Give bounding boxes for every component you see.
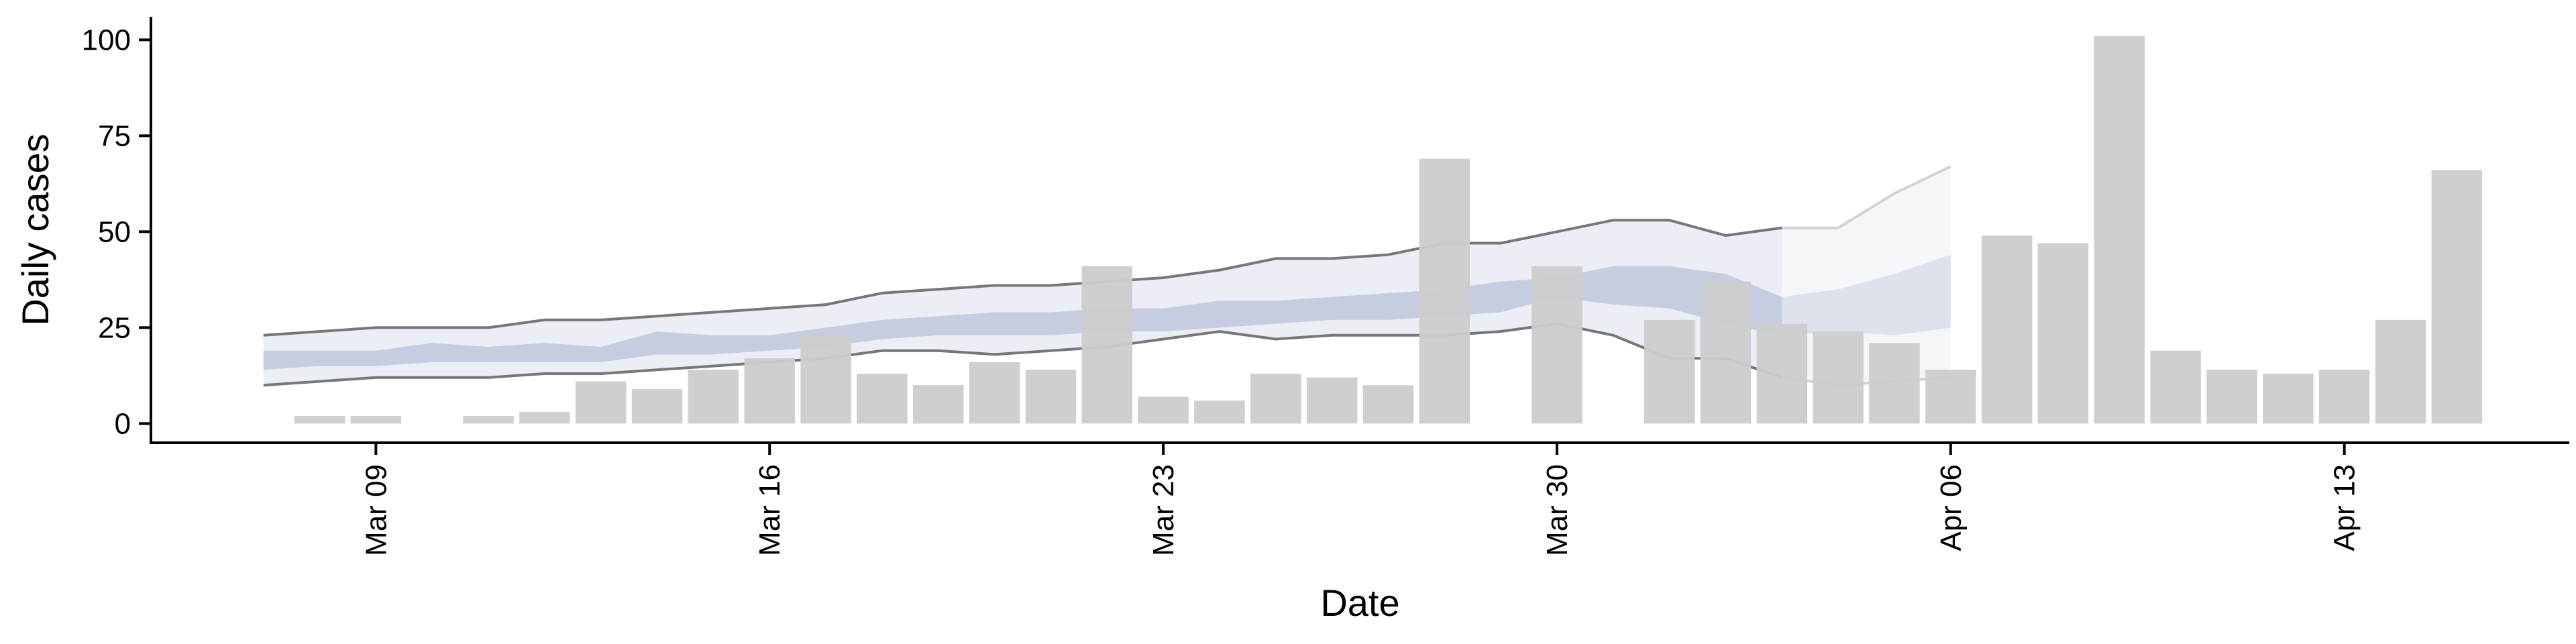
bar-2020-04-06	[1925, 370, 1976, 424]
x-axis-ticks: Mar 09 Mar 16 Mar 23 Mar 30 Apr 06 Apr 13	[360, 443, 2361, 556]
bar-2020-03-21	[1025, 370, 1077, 424]
x-axis-title: Date	[1320, 582, 1399, 624]
upper-bound-line	[263, 219, 1782, 337]
bar-2020-03-15	[688, 370, 739, 424]
bar-2020-03-17	[800, 335, 851, 424]
axes	[150, 17, 2569, 444]
bar-2020-04-02	[1700, 281, 1752, 424]
y-tick-label-25: 25	[98, 311, 131, 344]
case-bars	[294, 36, 2483, 424]
x-tick-label-2020-04-06: Apr 06	[1935, 464, 1968, 551]
bar-2020-04-09	[2094, 36, 2145, 424]
bar-2020-04-01	[1644, 319, 1695, 424]
inner-band	[263, 266, 1782, 370]
y-tick-label-100: 100	[82, 23, 131, 56]
bar-2020-03-22	[1081, 266, 1132, 424]
upper-bound-line-forecast	[1782, 165, 1951, 229]
bar-2020-03-27	[1362, 385, 1414, 424]
y-tick-label-50: 50	[98, 215, 131, 248]
bar-2020-03-09	[350, 416, 402, 424]
bar-2020-03-18	[857, 374, 908, 424]
lower-bound-line	[263, 322, 1782, 387]
bar-2020-04-15	[2431, 170, 2483, 424]
bar-2020-04-08	[2037, 243, 2089, 424]
bar-2020-04-04	[1813, 331, 1864, 424]
lower-bound-line-forecast	[1782, 376, 1951, 387]
x-tick-label-2020-03-23: Mar 23	[1147, 464, 1180, 556]
bar-2020-03-19	[913, 385, 964, 424]
bar-2020-03-30	[1532, 266, 1582, 424]
bar-2020-04-10	[2150, 350, 2201, 424]
bar-2020-03-14	[631, 388, 683, 424]
bar-2020-04-11	[2206, 370, 2257, 424]
y-axis-title: Daily cases	[14, 133, 56, 325]
bar-2020-03-11	[463, 416, 514, 424]
bar-2020-03-26	[1306, 377, 1358, 424]
y-axis-ticks: 0 25 50 75 100	[82, 23, 151, 440]
bar-2020-04-13	[2318, 370, 2370, 424]
bound-lines	[263, 165, 1951, 387]
forecast-bands	[263, 166, 1951, 386]
bar-2020-03-12	[519, 412, 570, 424]
x-tick-label-2020-03-09: Mar 09	[360, 464, 392, 556]
bar-2020-03-08	[294, 416, 345, 424]
bar-2020-04-12	[2263, 374, 2314, 424]
bar-2020-04-07	[1981, 235, 2033, 424]
bar-2020-04-03	[1756, 323, 1808, 424]
bar-2020-04-14	[2375, 319, 2426, 424]
bar-2020-03-23	[1138, 396, 1189, 424]
outer-band-forecast	[1782, 166, 1951, 386]
bar-2020-03-13	[576, 381, 627, 424]
bar-2020-03-28	[1419, 158, 1470, 424]
y-tick-label-75: 75	[98, 119, 131, 152]
bar-2020-04-05	[1869, 343, 1920, 424]
bar-2020-03-20	[969, 362, 1020, 424]
y-tick-label-0: 0	[115, 407, 131, 440]
bar-2020-03-24	[1194, 400, 1245, 424]
x-tick-label-2020-04-13: Apr 13	[2328, 464, 2361, 551]
x-tick-label-2020-03-16: Mar 16	[753, 464, 786, 556]
x-tick-label-2020-03-30: Mar 30	[1541, 464, 1574, 556]
bar-2020-03-16	[744, 358, 795, 424]
bar-2020-03-25	[1250, 374, 1301, 424]
inner-band-forecast	[1782, 254, 1951, 335]
